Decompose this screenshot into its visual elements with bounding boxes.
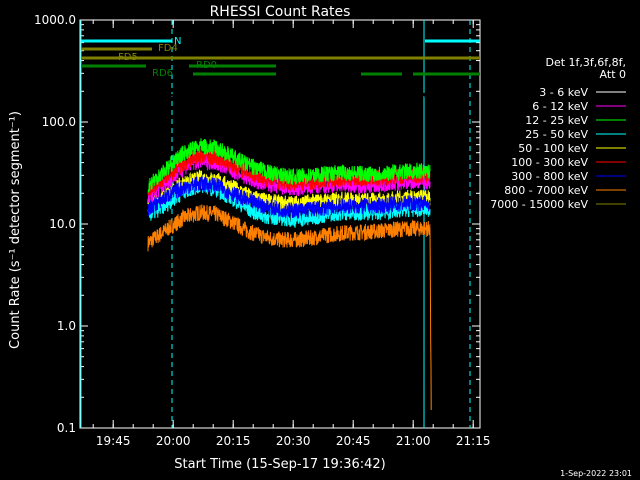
series-line: [147, 90, 433, 190]
legend-label: 7000 - 15000 keV: [490, 198, 588, 211]
x-tick-label: 20:30: [276, 434, 311, 448]
series-line: [147, 175, 431, 219]
y-tick-label: 100.0: [42, 115, 76, 129]
y-tick-label: 0.1: [57, 421, 76, 435]
legend-header-line-1: Det 1f,3f,6f,8f,: [545, 56, 626, 69]
x-tick-label: 19:45: [96, 434, 131, 448]
x-tick-label: 21:00: [396, 434, 431, 448]
y-axis-label: Count Rate (s⁻¹ detector segment⁻¹): [8, 111, 23, 349]
chart-title: RHESSI Count Rates: [210, 4, 351, 20]
legend-label: 6 - 12 keV: [532, 100, 588, 113]
attenuator-state-label: N: [174, 36, 181, 47]
y-tick-label: 10.0: [49, 217, 76, 231]
series-line: [147, 138, 431, 193]
y-tick-label: 1.0: [57, 319, 76, 333]
legend-label: 50 - 100 keV: [518, 142, 588, 155]
legend-label: 300 - 800 keV: [511, 170, 588, 183]
legend-label: 12 - 25 keV: [525, 114, 588, 127]
x-axis-label: Start Time (15-Sep-17 19:36:42): [174, 457, 385, 472]
state-bar-label: RD0: [196, 60, 217, 71]
legend-header-line-2: Att 0: [600, 68, 626, 81]
x-tick-label: 20:15: [216, 434, 251, 448]
state-bar-label: FD5: [118, 52, 138, 63]
series-line: [147, 147, 431, 197]
plot-area: 0.1 1.0 10.0 100.0 1000.0 19:45 20:00 20:15 20:3…: [34, 13, 490, 448]
legend-label: 25 - 50 keV: [525, 128, 588, 141]
x-tick-label: 21:15: [456, 434, 491, 448]
state-bar-label: FD4: [158, 43, 178, 54]
state-bar-label: RD6: [152, 68, 173, 79]
y-tick-label: 1000.0: [34, 13, 76, 27]
series-line: [147, 204, 432, 411]
footer-timestamp: 1-Sep-2022 23:01: [560, 469, 632, 478]
x-tick-label: 20:00: [156, 434, 191, 448]
legend-label: 800 - 7000 keV: [504, 184, 588, 197]
legend-label: 100 - 300 keV: [511, 156, 588, 169]
legend-label: 3 - 6 keV: [539, 86, 588, 99]
x-tick-label: 20:45: [336, 434, 371, 448]
